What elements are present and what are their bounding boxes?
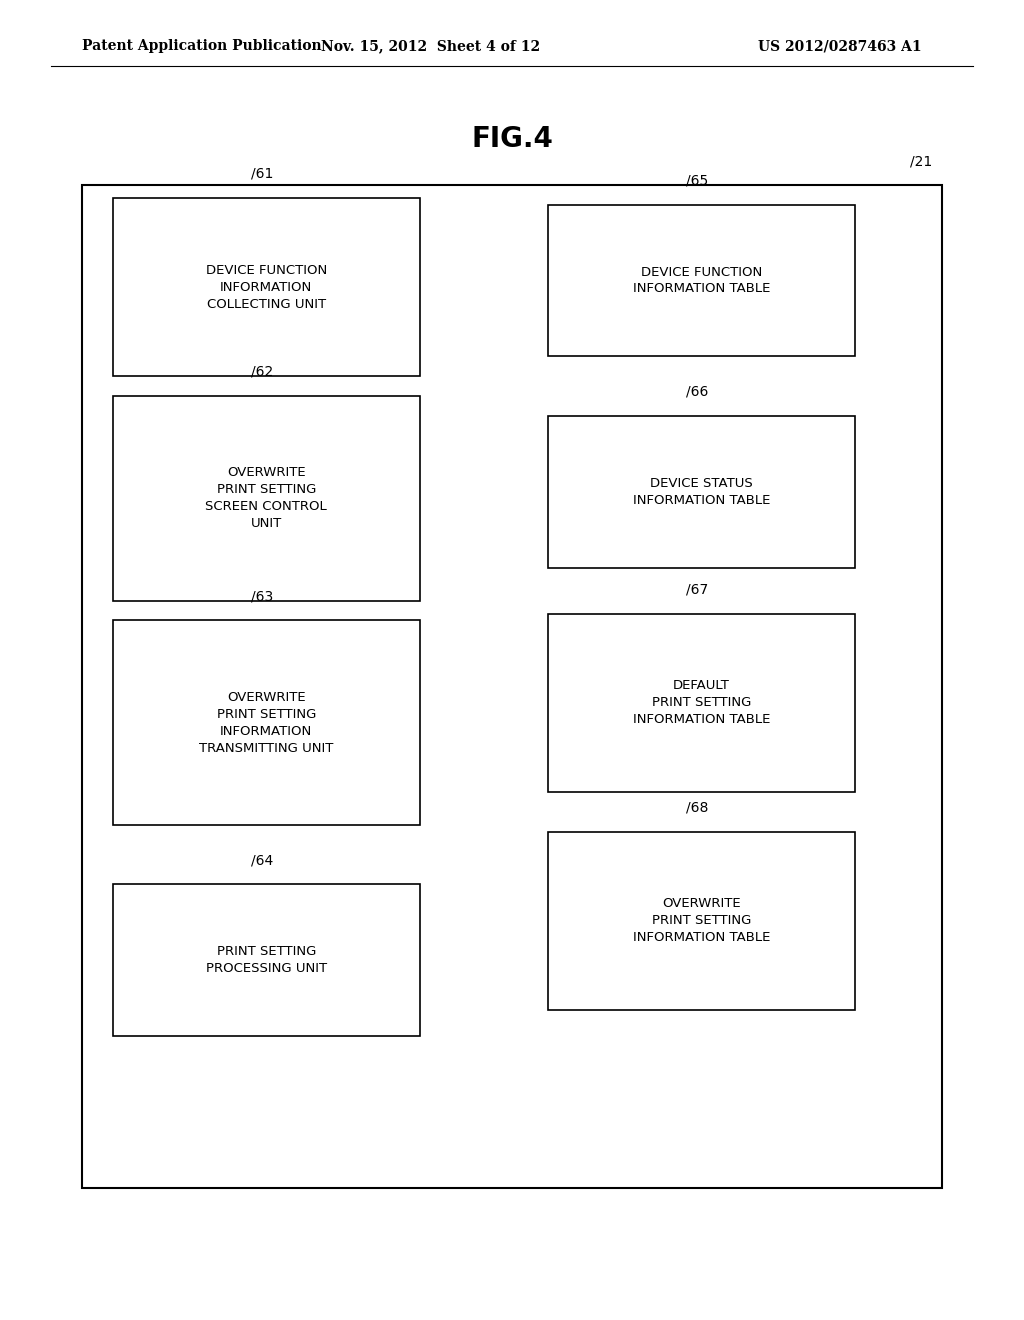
Text: DEVICE FUNCTION
INFORMATION
COLLECTING UNIT: DEVICE FUNCTION INFORMATION COLLECTING U…: [206, 264, 327, 310]
Text: US 2012/0287463 A1: US 2012/0287463 A1: [758, 40, 922, 53]
FancyBboxPatch shape: [113, 884, 420, 1036]
FancyBboxPatch shape: [548, 205, 855, 356]
Text: Nov. 15, 2012  Sheet 4 of 12: Nov. 15, 2012 Sheet 4 of 12: [321, 40, 540, 53]
Text: /68: /68: [686, 800, 709, 814]
FancyBboxPatch shape: [548, 416, 855, 568]
Text: /61: /61: [251, 166, 273, 181]
FancyBboxPatch shape: [548, 832, 855, 1010]
Text: DEFAULT
PRINT SETTING
INFORMATION TABLE: DEFAULT PRINT SETTING INFORMATION TABLE: [633, 680, 770, 726]
Text: OVERWRITE
PRINT SETTING
SCREEN CONTROL
UNIT: OVERWRITE PRINT SETTING SCREEN CONTROL U…: [206, 466, 327, 531]
Text: /65: /65: [686, 173, 709, 187]
FancyBboxPatch shape: [82, 185, 942, 1188]
FancyBboxPatch shape: [113, 198, 420, 376]
Text: /66: /66: [686, 384, 709, 399]
FancyBboxPatch shape: [113, 396, 420, 601]
Text: OVERWRITE
PRINT SETTING
INFORMATION
TRANSMITTING UNIT: OVERWRITE PRINT SETTING INFORMATION TRAN…: [199, 690, 334, 755]
Text: PRINT SETTING
PROCESSING UNIT: PRINT SETTING PROCESSING UNIT: [206, 945, 327, 975]
Text: OVERWRITE
PRINT SETTING
INFORMATION TABLE: OVERWRITE PRINT SETTING INFORMATION TABL…: [633, 898, 770, 944]
Text: Patent Application Publication: Patent Application Publication: [82, 40, 322, 53]
Text: /62: /62: [251, 364, 273, 379]
Text: DEVICE FUNCTION
INFORMATION TABLE: DEVICE FUNCTION INFORMATION TABLE: [633, 265, 770, 296]
FancyBboxPatch shape: [548, 614, 855, 792]
Text: DEVICE STATUS
INFORMATION TABLE: DEVICE STATUS INFORMATION TABLE: [633, 477, 770, 507]
FancyBboxPatch shape: [113, 620, 420, 825]
Text: /63: /63: [251, 589, 273, 603]
Text: FIG.4: FIG.4: [471, 124, 553, 153]
Text: /21: /21: [909, 154, 932, 169]
Text: /64: /64: [251, 853, 273, 867]
Text: /67: /67: [686, 582, 709, 597]
